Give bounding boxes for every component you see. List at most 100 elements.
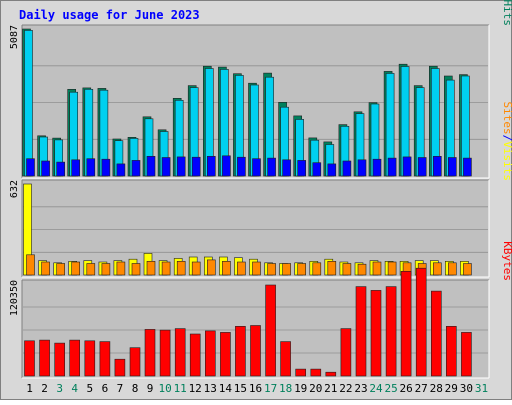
y-axis-max-label: 5087 [9,25,20,49]
bar-sites-day-28 [432,262,442,276]
bar-pages-day-30 [463,157,472,177]
bar-pages-day-10 [161,157,171,177]
x-tick-label-day-2: 2 [41,382,48,395]
panel-legend: Pages/Files/Hits [501,0,512,26]
bar-pages-day-4 [71,159,80,177]
x-tick-label-day-12: 12 [189,382,202,395]
bar-sites-day-5 [86,263,96,276]
bar-kbytes-day-18 [280,341,291,377]
x-tick-label-day-25: 25 [384,382,397,395]
bar-pages-day-5 [86,158,96,177]
x-tick-label-day-26: 26 [399,382,412,395]
x-tick-label-day-3: 3 [56,382,63,395]
bar-sites-day-7 [116,261,126,276]
bar-sites-day-29 [447,262,457,276]
panel-legend: Sites/Visits [501,102,512,182]
bar-pages-day-20 [312,162,322,177]
x-tick-label-day-14: 14 [219,382,233,395]
bar-pages-day-16 [252,158,261,177]
bar-pages-day-15 [237,156,246,177]
bar-kbytes-day-29 [445,325,457,377]
x-tick-label-day-27: 27 [415,382,428,395]
bar-sites-day-16 [252,261,261,276]
x-tick-label-day-20: 20 [309,382,322,395]
bar-kbytes-day-28 [430,290,442,377]
bar-kbytes-day-22 [340,328,352,377]
panel-traffic: 120350 KBytes [9,241,512,379]
x-tick-label-day-29: 29 [445,382,458,395]
bar-sites-day-18 [282,263,291,276]
y-axis-max-label: 120350 [9,280,20,316]
bar-sites-day-17 [267,263,276,276]
bar-kbytes-day-2 [39,339,50,377]
bar-sites-day-25 [387,261,397,276]
bar-sites-day-3 [56,263,66,276]
x-tick-label-day-22: 22 [339,382,352,395]
chart-panels: 5087 Pages/Files/Hits 632 Sites/Visits 12035… [9,0,512,379]
bar-sites-day-10 [161,261,171,276]
bar-kbytes-day-16 [250,325,261,377]
x-tick-label-day-10: 10 [158,382,171,395]
panel-legend: KBytes [501,241,512,281]
bar-pages-day-7 [116,163,126,177]
y-axis-max-label: 632 [9,180,20,198]
bar-pages-day-29 [447,157,457,177]
bar-files-day-1 [24,30,33,177]
bar-kbytes-day-17 [265,284,276,377]
bar-kbytes-day-23 [355,286,367,377]
bar-sites-day-14 [222,260,231,276]
bar-sites-day-21 [327,260,337,276]
bar-sites-day-6 [101,263,111,276]
x-tick-label-day-28: 28 [430,382,443,395]
bar-pages-day-3 [56,161,66,177]
bar-sites-day-24 [372,261,382,276]
bar-pages-day-13 [207,156,216,177]
bar-kbytes-day-19 [295,368,307,377]
bar-kbytes-day-21 [325,371,337,377]
chart-title: Daily usage for June 2023 [19,8,200,22]
bar-kbytes-day-11 [174,328,186,377]
bar-pages-day-23 [357,159,367,177]
bar-sites-day-20 [312,262,322,276]
bar-pages-day-6 [101,158,111,177]
legend-entry: / [501,135,512,142]
bar-sites-day-8 [131,263,141,276]
x-tick-label-day-23: 23 [354,382,367,395]
x-tick-label-day-9: 9 [147,382,154,395]
bar-pages-day-9 [146,156,156,177]
bar-kbytes-day-1 [24,340,35,377]
x-tick-label-day-4: 4 [71,382,78,395]
series-kbytes [24,267,472,377]
bar-pages-day-27 [417,157,427,177]
bar-kbytes-day-26 [400,270,412,377]
bar-kbytes-day-20 [310,368,322,377]
bar-pages-day-21 [327,163,337,177]
bar-kbytes-day-3 [54,342,66,377]
x-tick-label-day-24: 24 [369,382,383,395]
bar-kbytes-day-24 [370,290,382,377]
bar-pages-day-8 [131,160,141,177]
bar-kbytes-day-9 [144,329,156,377]
bar-kbytes-day-12 [189,333,201,377]
bar-sites-day-23 [357,263,367,276]
legend-entry: KBytes [501,241,512,281]
x-tick-label-day-21: 21 [324,382,337,395]
bar-kbytes-day-7 [114,358,126,377]
bar-pages-day-25 [387,157,397,177]
bar-kbytes-day-8 [129,347,141,377]
bar-kbytes-day-4 [69,339,80,377]
x-tick-label-day-6: 6 [102,382,109,395]
bar-pages-day-1 [26,158,35,177]
x-tick-label-day-16: 16 [249,382,262,395]
x-tick-label-day-30: 30 [460,382,473,395]
bar-pages-day-22 [342,160,352,177]
legend-entry: Sites [501,102,512,135]
x-tick-label-day-19: 19 [294,382,307,395]
bar-pages-day-12 [191,156,201,177]
x-tick-label-day-1: 1 [26,382,33,395]
series-files [24,30,470,177]
bar-kbytes-day-15 [235,325,246,377]
x-tick-label-day-5: 5 [86,382,93,395]
